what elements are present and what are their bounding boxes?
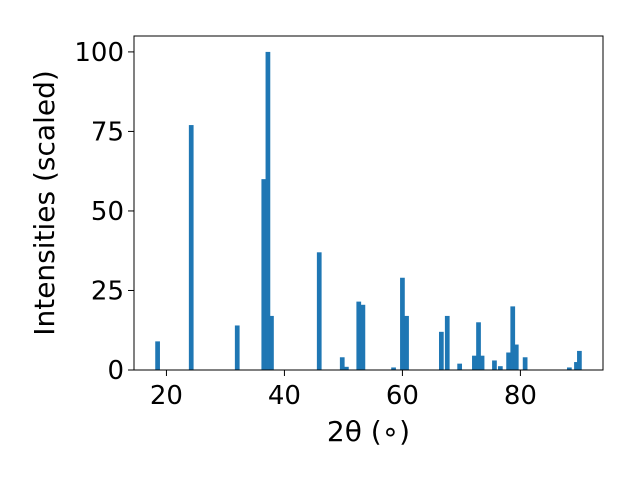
bar bbox=[261, 179, 267, 370]
bar bbox=[522, 357, 528, 370]
x-tick-label: 80 bbox=[504, 381, 537, 411]
y-tick-label: 25 bbox=[91, 276, 124, 306]
plot-frame bbox=[133, 35, 604, 371]
y-axis-label: Intensities (scaled) bbox=[28, 70, 61, 336]
bar bbox=[344, 366, 349, 370]
bar bbox=[265, 51, 271, 371]
bar bbox=[457, 363, 463, 370]
y-tick-label: 75 bbox=[91, 117, 124, 147]
bar bbox=[269, 315, 274, 370]
bar bbox=[155, 341, 160, 370]
bar bbox=[479, 355, 485, 370]
bar bbox=[391, 367, 396, 370]
bar bbox=[360, 304, 366, 370]
bar bbox=[577, 350, 582, 370]
x-tick-label: 20 bbox=[150, 381, 183, 411]
bar bbox=[400, 277, 405, 370]
bar bbox=[497, 366, 503, 370]
x-axis-ticks: 20 40 60 80 bbox=[150, 370, 537, 411]
bar bbox=[476, 322, 481, 370]
y-tick-label: 100 bbox=[74, 38, 124, 68]
x-tick-label: 60 bbox=[386, 381, 419, 411]
bar bbox=[492, 360, 497, 370]
bar bbox=[339, 357, 345, 370]
y-tick-label: 50 bbox=[91, 197, 124, 227]
y-axis-ticks: 0 25 50 75 100 bbox=[74, 38, 134, 386]
bar bbox=[188, 125, 194, 370]
bar bbox=[510, 306, 516, 370]
bar bbox=[444, 315, 450, 370]
bar bbox=[404, 315, 409, 370]
x-axis-label: 2θ (∘) bbox=[327, 415, 410, 448]
bar bbox=[574, 362, 579, 370]
bar bbox=[513, 344, 519, 370]
y-tick-label: 0 bbox=[107, 356, 124, 386]
bar bbox=[356, 301, 362, 370]
x-tick-label: 40 bbox=[268, 381, 301, 411]
bar bbox=[234, 325, 240, 370]
bar bbox=[567, 367, 572, 370]
bar bbox=[506, 352, 511, 370]
bar bbox=[316, 252, 322, 370]
bars-group bbox=[155, 51, 582, 371]
bar bbox=[472, 355, 477, 370]
bar bbox=[438, 331, 444, 370]
